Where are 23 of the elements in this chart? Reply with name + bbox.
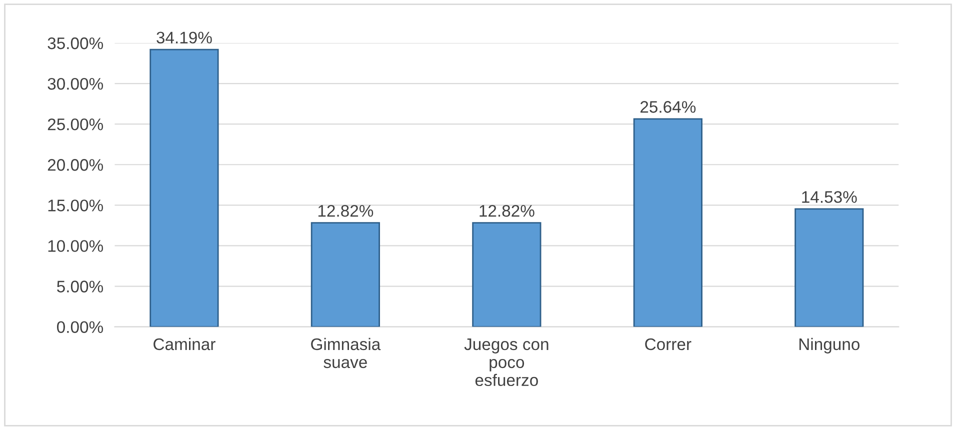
y-tick-label: 5.00% (57, 280, 104, 292)
x-tick-label: Gimnasia suave (311, 338, 381, 368)
x-tick-label: Caminar (154, 338, 216, 350)
x-tick-label: Correr (645, 338, 692, 350)
bar (794, 208, 864, 327)
data-label: 34.19% (156, 32, 212, 44)
bar (310, 222, 380, 327)
y-tick-label: 35.00% (48, 37, 104, 50)
x-tick-label: Ninguno (799, 338, 860, 354)
y-tick-label: 10.00% (48, 240, 104, 252)
x-tick-label: Juegos con poco esfuerzo (464, 338, 548, 386)
y-tick-label: 30.00% (48, 78, 104, 90)
y-tick-label: 25.00% (48, 118, 104, 130)
y-tick-label: 15.00% (48, 200, 104, 212)
data-label: 12.82% (318, 204, 374, 217)
bar (150, 48, 219, 327)
bar (472, 222, 542, 327)
data-label: 12.82% (480, 204, 534, 217)
y-tick-label: 20.00% (48, 159, 104, 171)
data-label: 14.53% (802, 191, 857, 203)
y-tick-label: 0.00% (57, 321, 104, 334)
bar (633, 118, 702, 327)
data-label: 25.64% (640, 101, 696, 113)
